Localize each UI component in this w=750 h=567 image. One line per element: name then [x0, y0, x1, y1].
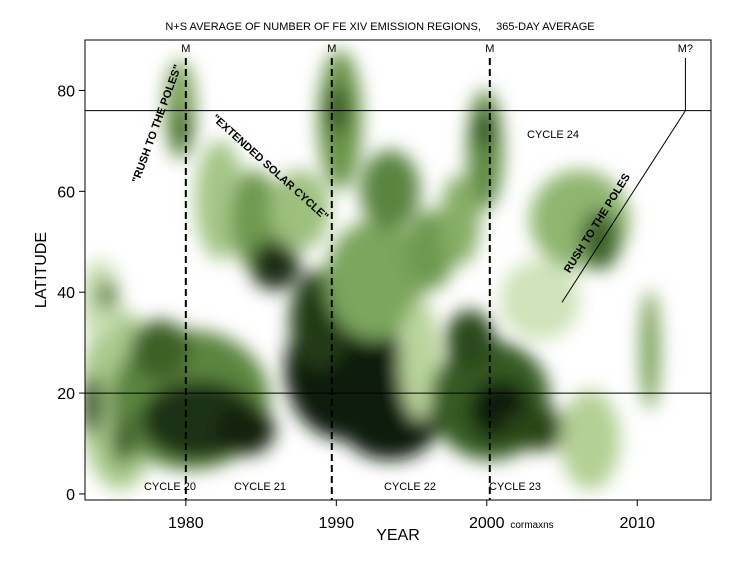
cycle-label: CYCLE 22 [384, 481, 436, 493]
y-tick-label: 60 [57, 184, 75, 201]
density-field [85, 50, 660, 490]
maximum-label: M [327, 43, 336, 55]
cycle-label: CYCLE 21 [234, 481, 286, 493]
y-tick-label: 20 [57, 386, 75, 403]
cycle-label: CYCLE 24 [527, 129, 579, 141]
footnote: cormaxns [510, 520, 553, 531]
x-axis-label: YEAR [376, 527, 420, 544]
maximum-label: M? [678, 43, 693, 55]
y-tick-label: 80 [57, 83, 75, 100]
x-tick-label: 1980 [168, 515, 204, 532]
maximum-label: M [181, 43, 190, 55]
y-tick-label: 0 [66, 487, 75, 504]
x-tick-label: 2000 [469, 515, 505, 532]
rush-line [561, 110, 686, 303]
maximum-label: M [485, 43, 494, 55]
cycle-label: CYCLE 23 [489, 481, 541, 493]
x-tick-label: 1990 [319, 515, 355, 532]
y-axis-label: LATITUDE [33, 232, 50, 308]
y-tick-label: 40 [57, 285, 75, 302]
chart-title: N+S AVERAGE OF NUMBER OF FE XIV EMISSION… [165, 21, 594, 33]
cycle-label: CYCLE 20 [144, 481, 196, 493]
x-tick-label: 2010 [619, 515, 655, 532]
plot-frame [84, 39, 712, 501]
